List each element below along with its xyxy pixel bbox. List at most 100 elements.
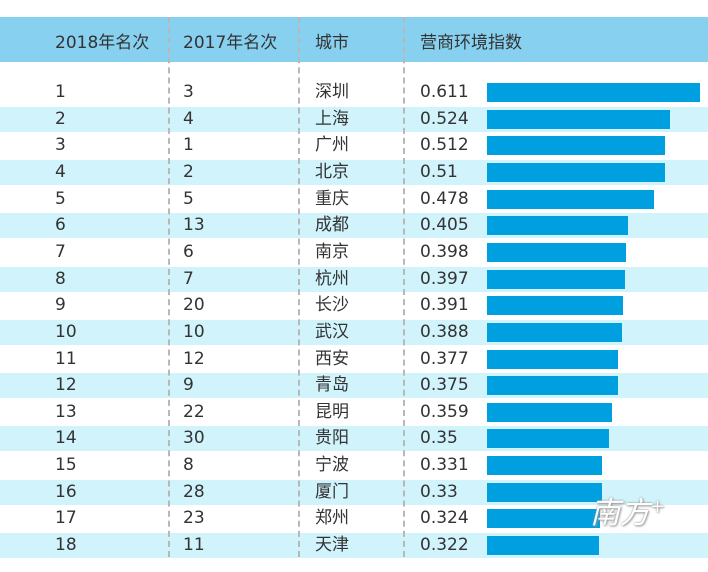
table-row: 7 6 南京 0.398 — [0, 240, 708, 265]
rank-2017-cell: 3 — [183, 82, 194, 102]
city-cell: 南京 — [315, 241, 349, 262]
rank-2018-cell: 8 — [55, 268, 66, 289]
rank-2017-cell: 22 — [183, 401, 205, 422]
rank-2018-cell: 5 — [55, 188, 66, 209]
index-bar — [487, 83, 700, 102]
index-value: 0.512 — [420, 135, 469, 156]
index-value: 0.405 — [420, 215, 469, 236]
header-rank-2018: 2018年名次 — [55, 33, 150, 53]
rank-2018-cell: 13 — [55, 401, 77, 422]
index-value: 0.398 — [420, 241, 469, 262]
city-cell: 长沙 — [315, 295, 349, 316]
table-row: 17 23 郑州 0.324 — [0, 506, 708, 531]
city-cell: 成都 — [315, 215, 349, 236]
rank-2018-cell: 10 — [55, 321, 77, 342]
rank-2018-cell: 4 — [55, 161, 66, 182]
index-bar — [487, 136, 666, 156]
rank-2017-cell: 12 — [183, 348, 205, 369]
city-cell: 天津 — [315, 535, 349, 556]
rank-2017-cell: 1 — [183, 135, 194, 156]
city-cell: 武汉 — [315, 321, 349, 342]
column-divider — [403, 17, 405, 557]
index-bar — [487, 189, 654, 209]
table-row: 3 1 广州 0.512 — [0, 133, 708, 158]
index-value: 0.391 — [420, 295, 469, 316]
column-divider — [298, 17, 300, 557]
rank-2017-cell: 4 — [183, 108, 194, 129]
rank-2017-cell: 20 — [183, 295, 205, 316]
rank-2017-cell: 30 — [183, 428, 205, 449]
index-value: 0.524 — [420, 108, 469, 129]
rank-2018-cell: 17 — [55, 508, 77, 529]
rank-2018-cell: 11 — [55, 348, 77, 369]
index-bar — [487, 509, 600, 529]
index-bar — [487, 429, 609, 449]
table-row: 12 9 青岛 0.375 — [0, 373, 708, 399]
index-value: 0.35 — [420, 428, 458, 449]
index-bar — [487, 162, 665, 182]
rank-2017-cell: 7 — [183, 268, 194, 289]
index-bar — [487, 109, 670, 129]
index-bar — [487, 322, 623, 342]
rank-2018-cell: 3 — [55, 135, 66, 156]
index-value: 0.322 — [420, 535, 469, 556]
table-row: 2 4 上海 0.524 — [0, 106, 708, 132]
rank-2018-cell: 2 — [55, 108, 66, 129]
table-row: 11 12 西安 0.377 — [0, 347, 708, 372]
index-value: 0.611 — [420, 82, 469, 102]
rank-2017-cell: 13 — [183, 215, 205, 236]
table-row: 8 7 杭州 0.397 — [0, 266, 708, 292]
rank-2017-cell: 10 — [183, 321, 205, 342]
column-divider — [168, 17, 170, 557]
table-row: 5 5 重庆 0.478 — [0, 187, 708, 212]
header-rank-2017: 2017年名次 — [183, 33, 278, 53]
index-value: 0.377 — [420, 348, 469, 369]
index-value: 0.33 — [420, 481, 458, 502]
rank-2018-cell: 15 — [55, 455, 77, 476]
index-value: 0.478 — [420, 188, 469, 209]
city-cell: 西安 — [315, 348, 349, 369]
rank-2018-cell: 16 — [55, 481, 77, 502]
table-row: 4 2 北京 0.51 — [0, 159, 708, 185]
index-value: 0.397 — [420, 268, 469, 289]
index-bar — [487, 349, 619, 369]
city-cell: 厦门 — [315, 481, 349, 502]
header-index: 营商环境指数 — [420, 33, 522, 53]
table-row: 16 28 厦门 0.33 — [0, 479, 708, 505]
header-city: 城市 — [315, 33, 349, 53]
index-value: 0.375 — [420, 375, 469, 396]
table-row: 14 30 贵阳 0.35 — [0, 426, 708, 452]
city-cell: 重庆 — [315, 188, 349, 209]
index-bar — [487, 242, 626, 262]
city-cell: 杭州 — [315, 268, 349, 289]
city-cell: 宁波 — [315, 455, 349, 476]
index-value: 0.359 — [420, 401, 469, 422]
rank-2018-cell: 1 — [55, 82, 66, 102]
rank-2018-cell: 6 — [55, 215, 66, 236]
rank-2017-cell: 5 — [183, 188, 194, 209]
rank-2017-cell: 2 — [183, 161, 194, 182]
index-value: 0.51 — [420, 161, 458, 182]
city-cell: 郑州 — [315, 508, 349, 529]
index-value: 0.331 — [420, 455, 469, 476]
rank-2018-cell: 14 — [55, 428, 77, 449]
table-header: 2018年名次 2017年名次 城市 营商环境指数 — [0, 17, 708, 62]
watermark-logo: 南方+ — [590, 496, 666, 531]
index-bar — [487, 376, 618, 396]
index-bar — [487, 482, 603, 502]
rank-2018-cell: 9 — [55, 295, 66, 316]
table-row: 18 11 天津 0.322 — [0, 533, 708, 559]
rank-2018-cell: 18 — [55, 535, 77, 556]
rank-2017-cell: 23 — [183, 508, 205, 529]
index-bar — [487, 216, 629, 236]
index-bar — [487, 536, 600, 556]
index-value: 0.388 — [420, 321, 469, 342]
index-value: 0.324 — [420, 508, 469, 529]
table-row: 13 22 昆明 0.359 — [0, 400, 708, 425]
index-bar — [487, 296, 624, 316]
rank-2017-cell: 28 — [183, 481, 205, 502]
index-bar — [487, 269, 626, 289]
city-cell: 贵阳 — [315, 428, 349, 449]
index-bar — [487, 402, 613, 422]
table-row: 15 8 宁波 0.331 — [0, 453, 708, 478]
